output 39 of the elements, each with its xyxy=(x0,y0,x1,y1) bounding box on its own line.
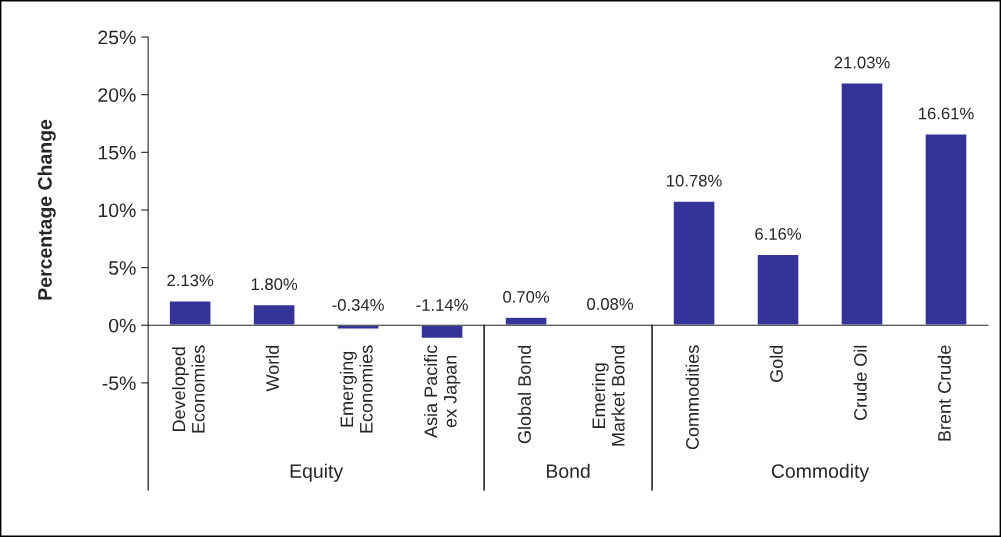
y-tick-label: 5% xyxy=(109,261,136,275)
data-label: -1.14% xyxy=(416,299,468,311)
x-tick-label: Developed Economies xyxy=(172,345,205,433)
bar xyxy=(252,303,296,326)
x-tick-label: Brent Crude xyxy=(937,345,951,441)
y-tick-label: -5% xyxy=(102,376,136,391)
text: Bond xyxy=(546,463,590,479)
data-label: 1.80% xyxy=(251,278,298,291)
y-tick-label: 15% xyxy=(98,145,136,160)
x-tick-label: Commodities xyxy=(685,345,699,450)
y-tick-label: 10% xyxy=(98,203,136,218)
data-label: 0.08% xyxy=(587,298,634,310)
data-label: 6.16% xyxy=(755,228,802,240)
bar xyxy=(420,324,464,340)
bar xyxy=(168,299,212,326)
data-label: -0.34% xyxy=(332,299,384,311)
y-tick-label: 20% xyxy=(98,88,136,102)
bar xyxy=(756,253,800,326)
x-tick-label: Emerging Economies xyxy=(339,345,373,433)
text: Equity xyxy=(290,463,344,482)
y-tick-label: 25% xyxy=(98,30,136,45)
text: Commodity xyxy=(771,463,870,482)
x-tick-label: Gold xyxy=(769,345,783,382)
x-tick-label: Asia Pacific ex Japan xyxy=(423,345,461,438)
data-label: 0.70% xyxy=(503,290,550,303)
data-label: 16.61% xyxy=(919,107,974,120)
x-tick-label: Crude Oil xyxy=(853,345,867,421)
data-label: 10.78% xyxy=(667,174,722,187)
x-tick-label: Global Bond xyxy=(517,345,531,444)
bar xyxy=(504,316,548,326)
y-axis-title: Percentage Change xyxy=(37,119,56,300)
bar xyxy=(672,200,716,326)
x-tick-label: World xyxy=(265,345,279,392)
bar xyxy=(924,133,968,326)
data-label: 21.03% xyxy=(834,56,890,69)
y-tick-label: 0% xyxy=(109,318,136,333)
x-tick-label: Emering Market Bond xyxy=(591,345,625,446)
data-label: 2.13% xyxy=(167,274,214,287)
bar xyxy=(840,82,884,326)
